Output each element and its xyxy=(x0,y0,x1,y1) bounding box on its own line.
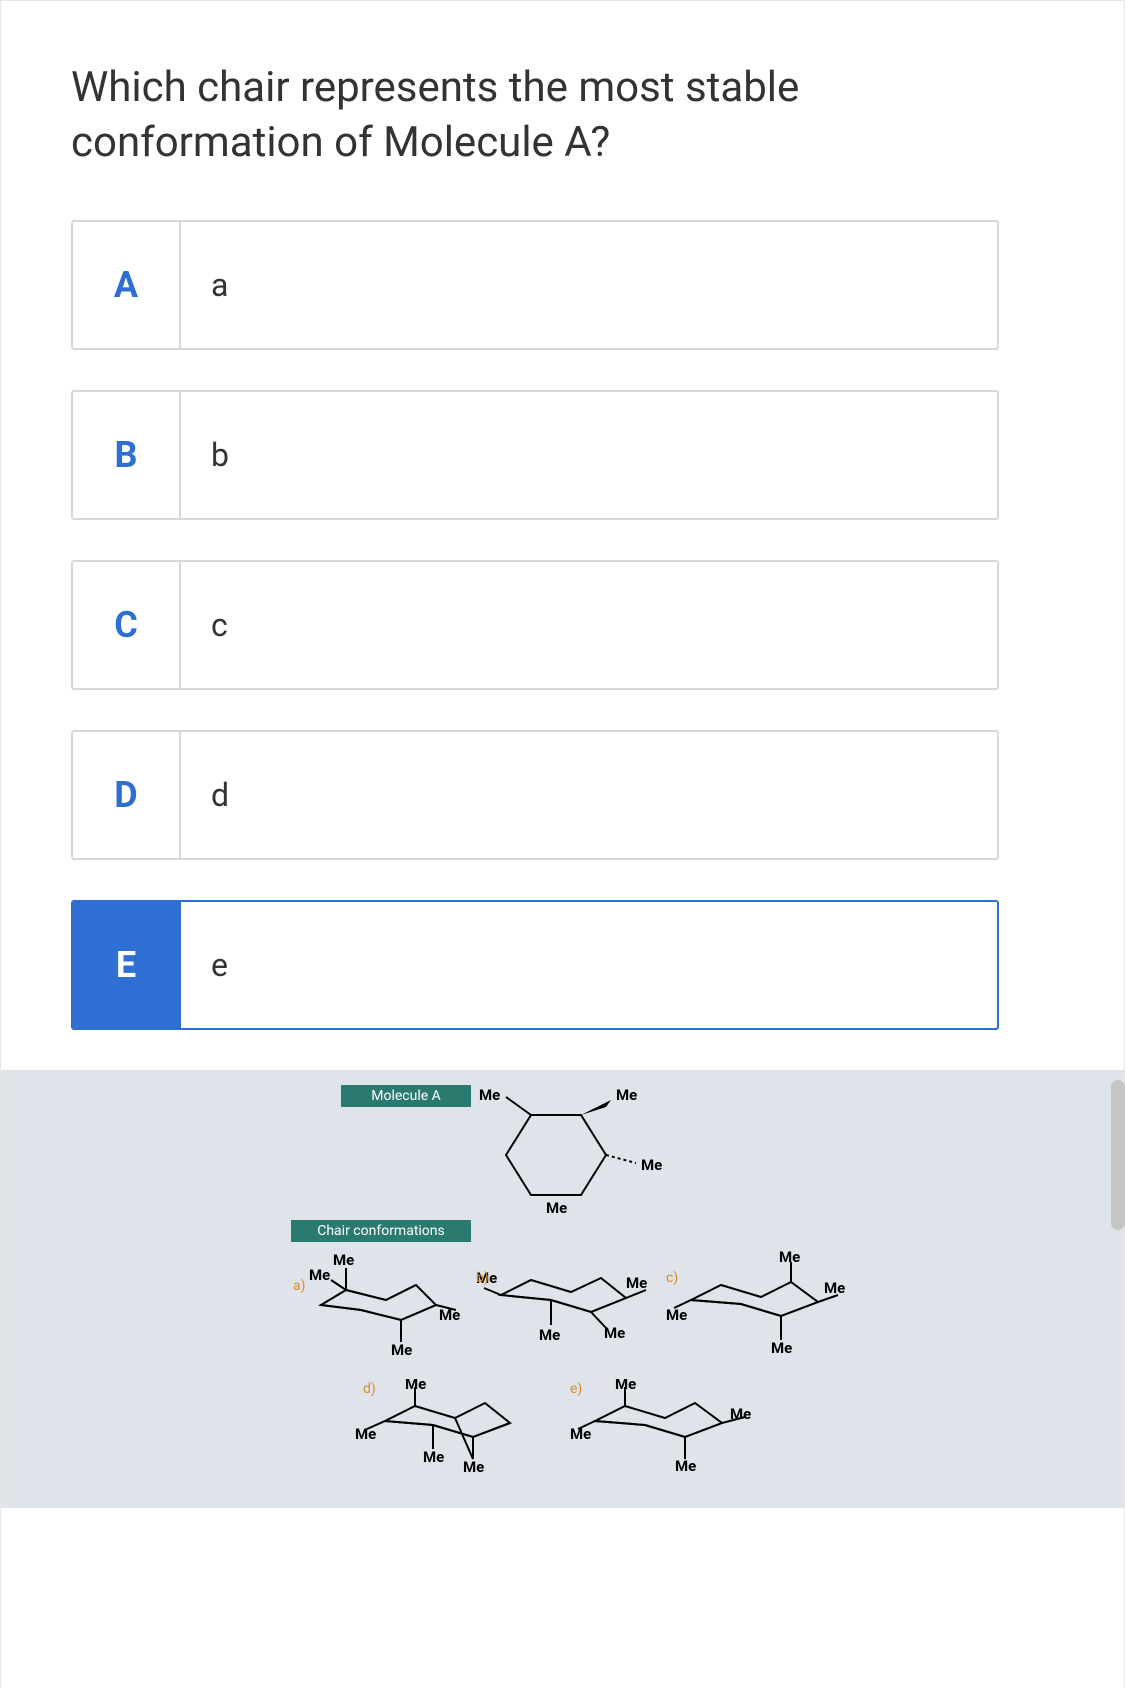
chair-d-svg: Me Me Me Me xyxy=(355,1379,540,1474)
option-text: a xyxy=(181,222,997,348)
option-d[interactable]: D d xyxy=(71,730,999,860)
option-letter: A xyxy=(73,222,181,348)
option-text: d xyxy=(181,732,997,858)
svg-text:Me: Me xyxy=(463,1458,484,1474)
svg-text:Me: Me xyxy=(824,1279,845,1297)
chair-a-svg: Me Me Me Me xyxy=(291,1250,466,1360)
svg-text:Me: Me xyxy=(309,1266,330,1284)
svg-text:Me: Me xyxy=(616,1086,637,1104)
conformer-letter: e) xyxy=(570,1381,582,1397)
svg-text:Me: Me xyxy=(539,1326,560,1344)
chair-c-svg: Me Me Me Me xyxy=(666,1250,851,1360)
conformer-letter: b) xyxy=(476,1270,489,1286)
question-heading: Which chair represents the most stable c… xyxy=(71,61,1054,170)
molecule-a-structure: Me Me Me Me xyxy=(471,1085,701,1215)
option-letter: E xyxy=(73,902,181,1028)
svg-text:Me: Me xyxy=(333,1251,354,1269)
molecule-a-row: Molecule A Me Me xyxy=(291,1085,834,1215)
conformer-e: e) Me Me Me Me xyxy=(570,1379,770,1478)
question-container: Which chair represents the most stable c… xyxy=(0,0,1125,1688)
chair-conformations-label: Chair conformations xyxy=(291,1220,471,1242)
svg-text:Me: Me xyxy=(439,1306,460,1324)
option-letter: B xyxy=(73,392,181,518)
conformer-row-1: a) Me Me Me Me xyxy=(291,1250,834,1364)
svg-text:Me: Me xyxy=(626,1274,647,1292)
conformer-c: c) Me Me Me Me xyxy=(666,1250,851,1364)
answer-options: A a B b C c D d E e xyxy=(71,220,1054,1070)
option-a[interactable]: A a xyxy=(71,220,999,350)
svg-text:Me: Me xyxy=(641,1156,662,1174)
svg-text:Me: Me xyxy=(675,1457,696,1474)
molecule-a-label: Molecule A xyxy=(341,1085,471,1107)
svg-text:Me: Me xyxy=(391,1341,412,1359)
molecule-diagram-area: Molecule A Me Me xyxy=(1,1070,1124,1508)
chair-b-svg: Me Me Me Me xyxy=(476,1250,656,1360)
svg-text:Me: Me xyxy=(604,1324,625,1342)
svg-text:Me: Me xyxy=(666,1306,687,1324)
svg-text:Me: Me xyxy=(570,1425,591,1443)
option-letter: C xyxy=(73,562,181,688)
option-text: b xyxy=(181,392,997,518)
svg-text:Me: Me xyxy=(405,1379,426,1393)
option-text: c xyxy=(181,562,997,688)
svg-text:Me: Me xyxy=(546,1199,567,1215)
svg-text:Me: Me xyxy=(615,1379,636,1393)
option-e[interactable]: E e xyxy=(71,900,999,1030)
chair-label-row: Chair conformations xyxy=(291,1220,834,1242)
svg-text:Me: Me xyxy=(479,1086,500,1104)
conformer-d: d) Me Me Me Me xyxy=(355,1379,540,1478)
conformer-row-2: d) Me Me Me Me xyxy=(291,1379,834,1478)
svg-text:Me: Me xyxy=(355,1425,376,1443)
svg-text:Me: Me xyxy=(771,1339,792,1357)
svg-text:Me: Me xyxy=(423,1448,444,1466)
option-text: e xyxy=(181,902,997,1028)
option-letter: D xyxy=(73,732,181,858)
conformer-b: b) Me Me Me Me xyxy=(476,1250,656,1364)
scrollbar-thumb[interactable] xyxy=(1111,1080,1125,1230)
conformer-letter: c) xyxy=(666,1270,678,1286)
conformer-letter: a) xyxy=(293,1278,306,1294)
conformer-letter: d) xyxy=(363,1381,376,1397)
svg-text:Me: Me xyxy=(730,1405,751,1423)
conformer-a: a) Me Me Me Me xyxy=(291,1250,466,1364)
svg-text:Me: Me xyxy=(779,1250,800,1266)
chair-e-svg: Me Me Me Me xyxy=(570,1379,770,1474)
option-b[interactable]: B b xyxy=(71,390,999,520)
option-c[interactable]: C c xyxy=(71,560,999,690)
